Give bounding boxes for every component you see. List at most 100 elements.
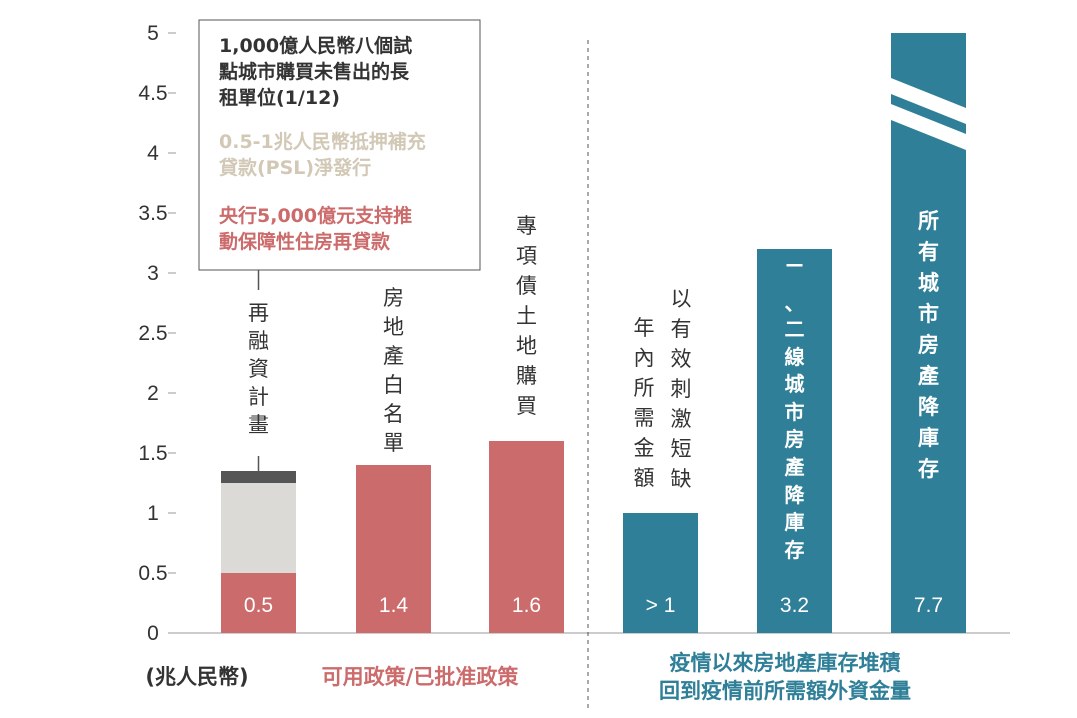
bar-value-label: 0.5 [244,594,273,617]
category-char [786,264,803,267]
category-char: 產 [918,364,939,388]
category-char: 單 [383,431,404,455]
bar [356,465,431,633]
category-char: 、 [785,291,805,315]
category-char: 再 [248,301,269,325]
category-char: 資 [248,357,269,381]
category-char: 買 [516,394,537,418]
group-label: 回到疫情前所需額外資金量 [659,679,911,703]
break-stripe [891,78,966,124]
category-char: 所 [634,376,655,400]
y-tick-label: 2 [147,382,159,405]
category-char: 白 [383,373,404,397]
category-char: 地 [383,315,404,339]
category-char: 缺 [671,467,692,491]
bar [489,441,564,633]
y-tick-label: 3.5 [138,202,167,225]
category-char: 庫 [918,426,939,450]
category-char: 市 [785,400,805,424]
category-char: 計 [248,385,269,409]
legend-entry: 0.5-1兆人民幣抵押補充 [219,130,426,153]
category-char: 庫 [785,510,805,534]
category-char: 項 [516,244,537,268]
legend-entry: 點城市購買未售出的長 [218,60,410,83]
y-tick-label: 4.5 [138,82,167,105]
category-char: 存 [785,538,805,562]
category-char: 市 [918,302,939,326]
category-char: 房 [918,333,939,357]
axis-break-marker [891,78,966,150]
bar-segment [221,483,296,573]
group-label: 疫情以來房地產庫存堆積 [670,651,902,675]
bar [757,249,832,633]
bar-segment [221,471,296,483]
y-tick-label: 0.5 [138,562,167,585]
bar-value-label: 1.4 [379,594,409,617]
bar [623,513,698,633]
category-char: 效 [671,347,692,371]
category-char: 專 [516,214,537,238]
y-tick-label: 3 [147,262,159,285]
y-tick-label: 5 [147,22,159,45]
category-char: 城 [918,271,939,295]
category-char: 線 [785,345,805,369]
category-char: 購 [516,364,537,388]
category-char: 地 [516,334,537,358]
category-char: 降 [785,483,806,507]
category-char: 土 [516,304,537,328]
category-char: 城 [785,372,805,396]
category-char: 年 [634,316,655,340]
category-char: 名 [383,402,404,426]
bars [221,33,966,633]
category-char: 畫 [248,413,269,437]
category-char: 短 [671,437,692,461]
category-char: 融 [248,329,269,353]
bar-segment [221,573,296,633]
category-char: 二 [785,317,805,341]
bar-labels: 0.5 1.4 1.6 > 1 3.2 7.7再融資計畫房地產白名單專項債土地購買以有效刺… [244,209,943,617]
category-char: 金 [634,436,655,460]
category-char: 房 [785,427,805,451]
category-char: 有 [918,240,939,264]
legend-entry: 租單位(1/12) [219,86,340,109]
category-char: 所 [918,209,939,233]
category-char: 以 [671,287,692,311]
bar-value-label: 7.7 [914,594,943,617]
category-char: 存 [918,457,939,481]
unit-label: (兆人民幣) [145,665,248,689]
y-tick-label: 0 [147,622,159,645]
y-axis: 0 0.5 1 1.5 2 2.5 3 3.5 4 4.5 5 [138,22,1010,710]
y-tick-label: 2.5 [138,322,167,345]
category-char: 需 [634,406,655,430]
category-char: 額 [634,466,655,490]
bar-value-label: 1.6 [512,594,541,617]
break-stripe [891,104,966,150]
legend-entry: 央行5,000億元支持推 [219,204,412,227]
category-char: 刺 [671,377,692,401]
y-tick-label: 1.5 [138,442,167,465]
category-char: 產 [785,455,805,479]
y-tick-label: 4 [147,142,159,165]
legend-entry: 貸款(PSL)淨發行 [218,156,371,179]
category-char: 激 [671,407,692,431]
category-char: 產 [383,344,404,368]
category-char: 內 [634,346,655,370]
category-char: 房 [383,286,404,310]
category-char: 有 [671,317,692,341]
group-label: 可用政策/已批准政策 [322,665,520,689]
legend-entry: 動保障性住房再貸款 [219,230,391,253]
category-char: 債 [516,274,537,298]
legend-frame [198,19,481,271]
bar-value-label: 3.2 [780,594,809,617]
